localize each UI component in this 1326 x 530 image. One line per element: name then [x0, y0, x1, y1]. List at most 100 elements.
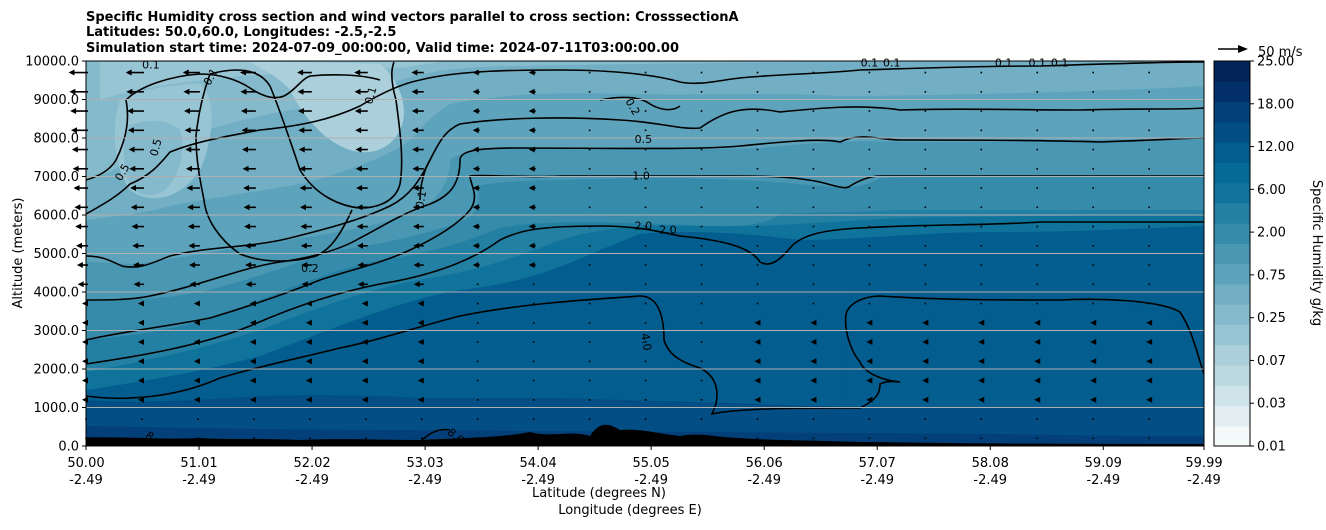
wind-vector-head [76, 262, 83, 269]
wind-vector-dot [644, 187, 647, 189]
wind-vector-dot [476, 322, 479, 324]
wind-vector-head [472, 165, 479, 172]
wind-vector-dot [644, 245, 647, 247]
wind-vector-head [182, 69, 189, 76]
wind-vector-head [82, 339, 88, 346]
x-tick-lat-label: 52.02 [293, 456, 330, 471]
title-line-1: Specific Humidity cross section and wind… [86, 10, 739, 25]
wind-vector-head [354, 69, 361, 76]
colorbar-segment [1214, 405, 1250, 427]
wind-vector-dot [812, 91, 815, 93]
grid-lines [86, 99, 1204, 408]
wind-vector-dot [532, 283, 535, 286]
wind-vector-dot [532, 399, 535, 401]
wind-vector-dot [1036, 148, 1039, 151]
wind-vector-dot [253, 437, 255, 440]
wind-vector-head [298, 127, 305, 134]
wind-vector-dot [1092, 437, 1095, 440]
wind-vector-head [472, 204, 479, 211]
title-line-3: Simulation start time: 2024-07-09_00:00:… [86, 41, 679, 56]
wind-vector-dot [644, 322, 647, 324]
wind-vector-head [528, 165, 535, 172]
wind-vector-head [528, 88, 535, 95]
wind-vector-head [71, 127, 77, 134]
wind-vector-head [132, 242, 139, 249]
wind-vector-dot [980, 168, 983, 170]
wind-vector-head [242, 165, 249, 172]
wind-vector-dot [756, 187, 759, 189]
wind-vector-dot [1148, 187, 1150, 189]
wind-vector-head [472, 127, 479, 134]
wind-vector-head [76, 242, 82, 249]
wind-vector-head [299, 185, 306, 192]
contour-line-0.5 [86, 106, 1204, 268]
wind-vector-dot [924, 206, 927, 209]
wind-vector-head [1090, 396, 1097, 403]
contour-label: 0.1 [995, 57, 1013, 70]
wind-vector-dot [476, 283, 479, 286]
wind-vector-dot [812, 245, 815, 247]
wind-vector-dot [700, 187, 703, 189]
wind-vector-head [193, 396, 200, 403]
wind-vector-head [922, 339, 929, 346]
wind-vector-head [72, 165, 79, 172]
y-tick-label: 10000.0 [25, 55, 79, 70]
colorbar-segment [1214, 121, 1250, 143]
wind-vector-dot [924, 418, 927, 420]
wind-vector-head [411, 69, 418, 76]
wind-vector-head [186, 185, 193, 192]
wind-vector-dot [1092, 187, 1095, 189]
wind-vector-head [1146, 358, 1153, 365]
colorbar-tick-label: 0.03 [1257, 397, 1286, 412]
wind-vector-dot [141, 418, 143, 420]
wind-vector-head [305, 358, 312, 365]
colorbar-segment [1214, 263, 1250, 285]
wind-vector-dot [924, 71, 927, 74]
wind-vector-dot [644, 302, 647, 305]
wind-vector-dot [868, 168, 871, 170]
wind-vector-head [297, 88, 304, 95]
wind-vector-dot [588, 341, 591, 343]
wind-vector-head [193, 300, 200, 307]
wind-vector-dot [924, 110, 927, 112]
wind-vector-head [412, 204, 419, 211]
wind-vector-dot [1036, 206, 1039, 209]
y-tick-label: 2000.0 [34, 363, 80, 378]
wind-vector-head [472, 242, 479, 249]
wind-vector-head [132, 262, 139, 269]
wind-vector-dot [1092, 302, 1095, 305]
wind-vector-head [137, 377, 144, 384]
wind-vector-dot [588, 322, 591, 324]
wind-vector-dot [1148, 129, 1150, 132]
wind-vector-head [528, 108, 535, 115]
x-tick-lon-label: -2.49 [747, 473, 781, 488]
wind-vector-dot [868, 418, 871, 420]
wind-vector-dot [756, 418, 759, 420]
x-tick-lon-label: -2.49 [634, 473, 668, 488]
colorbar-segment [1214, 101, 1250, 123]
wind-vector-dot [812, 283, 815, 286]
wind-vector-dot [588, 360, 591, 363]
wind-vector-dot [1036, 168, 1039, 170]
wind-vector-dot [1092, 225, 1095, 228]
wind-vector-dot [756, 129, 759, 132]
wind-vector-dot [532, 341, 535, 343]
y-tick-label: 8000.0 [34, 132, 80, 147]
wind-vector-dot [1036, 110, 1039, 112]
colorbar-frame [1213, 60, 1251, 447]
wind-vector-head [305, 300, 312, 307]
wind-vector-dot [924, 187, 927, 189]
wind-vector-head [472, 262, 479, 269]
wind-vector-head [978, 319, 985, 326]
wind-vector-dot [532, 302, 535, 305]
wind-vector-dot [1092, 71, 1095, 74]
wind-vector-head [1090, 358, 1097, 365]
wind-vector-head [125, 69, 132, 76]
wind-vector-dot [420, 437, 423, 440]
wind-vector-dot [812, 168, 815, 170]
wind-vector-head [866, 377, 873, 384]
wind-vector-dot [644, 264, 647, 266]
wind-vector-dot [1092, 168, 1095, 170]
wind-vector-head [866, 339, 873, 346]
wind-vector-head [188, 242, 195, 249]
